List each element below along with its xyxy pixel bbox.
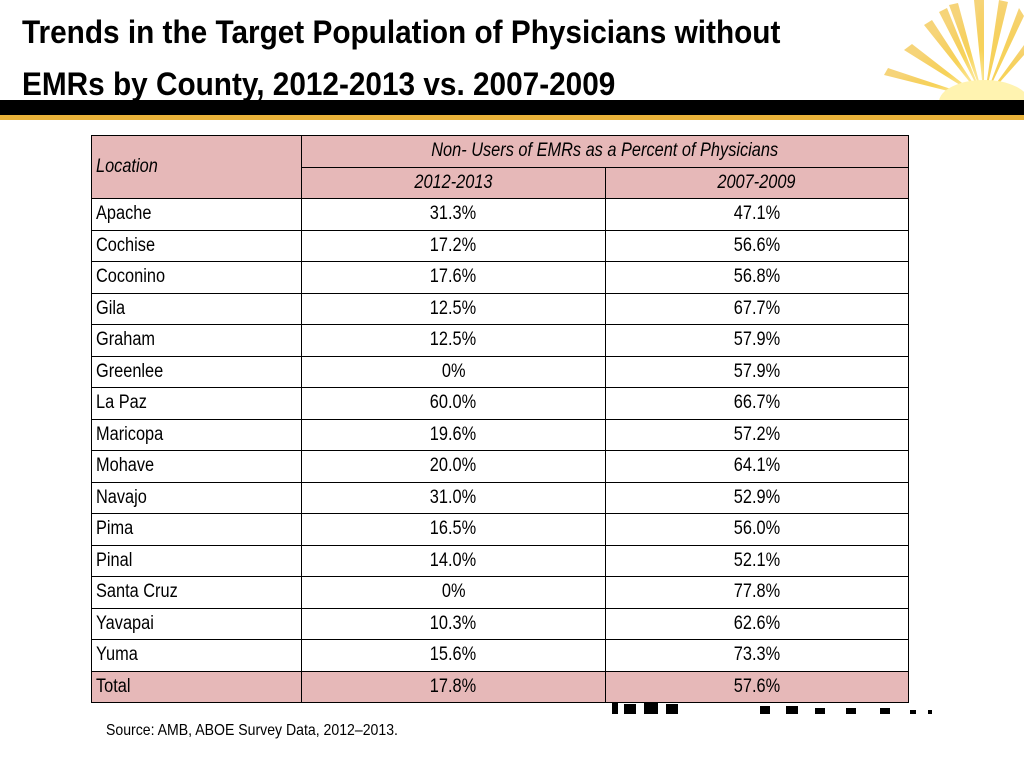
location-cell: La Paz — [91, 387, 302, 420]
value-2012-cell: 0% — [301, 355, 606, 388]
location-cell: Yuma — [91, 639, 302, 672]
title-divider — [0, 100, 1024, 115]
header-col-2007-2009: 2007-2009 — [604, 166, 909, 199]
table-row: Maricopa 19.6% 57.2% — [91, 418, 909, 451]
location-cell: Gila — [91, 292, 302, 325]
table-row: Greenlee 0% 57.9% — [91, 355, 909, 388]
location-cell: Apache — [91, 198, 302, 231]
title-line-1: Trends in the Target Population of Physi… — [22, 14, 781, 50]
page-title: Trends in the Target Population of Physi… — [22, 6, 906, 110]
value-2012-cell: 12.5% — [301, 292, 606, 325]
value-2007-cell: 57.9% — [604, 324, 909, 357]
value-2012-cell: 14.0% — [301, 544, 606, 577]
value-2007-cell: 52.1% — [604, 544, 909, 577]
header-group: Non- Users of EMRs as a Percent of Physi… — [301, 135, 909, 168]
value-2007-cell: 77.8% — [604, 576, 909, 609]
table-row: Coconino 17.6% 56.8% — [91, 261, 909, 294]
value-2007-cell: 57.6% — [604, 670, 909, 703]
table-row: Graham 12.5% 57.9% — [91, 324, 909, 357]
value-2012-cell: 17.6% — [301, 261, 606, 294]
value-2007-cell: 64.1% — [604, 450, 909, 483]
background-watermark — [610, 700, 940, 716]
value-2012-cell: 10.3% — [301, 607, 606, 640]
sunburst-icon — [864, 0, 1024, 100]
table-row: Yavapai 10.3% 62.6% — [91, 607, 909, 640]
table-row: Yuma 15.6% 73.3% — [91, 639, 909, 672]
table-row: Mohave 20.0% 64.1% — [91, 450, 909, 483]
value-2007-cell: 57.9% — [604, 355, 909, 388]
table-row: Pinal 14.0% 52.1% — [91, 544, 909, 577]
location-cell: Mohave — [91, 450, 302, 483]
value-2007-cell: 47.1% — [604, 198, 909, 231]
header-col-2012-2013: 2012-2013 — [301, 166, 606, 199]
value-2007-cell: 66.7% — [604, 387, 909, 420]
value-2012-cell: 12.5% — [301, 324, 606, 357]
location-cell: Graham — [91, 324, 302, 357]
table-row: Cochise 17.2% 56.6% — [91, 229, 909, 262]
value-2012-cell: 15.6% — [301, 639, 606, 672]
value-2012-cell: 17.8% — [301, 670, 606, 703]
value-2012-cell: 31.3% — [301, 198, 606, 231]
header-location: Location — [91, 135, 302, 199]
location-cell: Navajo — [91, 481, 302, 514]
table-row: Apache 31.3% 47.1% — [91, 198, 909, 231]
location-cell: Pinal — [91, 544, 302, 577]
value-2012-cell: 31.0% — [301, 481, 606, 514]
value-2012-cell: 17.2% — [301, 229, 606, 262]
value-2012-cell: 20.0% — [301, 450, 606, 483]
table-row: Pima 16.5% 56.0% — [91, 513, 909, 546]
location-cell: Total — [91, 670, 302, 703]
location-cell: Greenlee — [91, 355, 302, 388]
value-2007-cell: 67.7% — [604, 292, 909, 325]
value-2012-cell: 60.0% — [301, 387, 606, 420]
value-2012-cell: 19.6% — [301, 418, 606, 451]
location-cell: Maricopa — [91, 418, 302, 451]
title-accent-line — [0, 115, 1024, 120]
location-cell: Santa Cruz — [91, 576, 302, 609]
value-2007-cell: 62.6% — [604, 607, 909, 640]
table-row-total: Total 17.8% 57.6% — [91, 670, 909, 703]
table-row: Santa Cruz 0% 77.8% — [91, 576, 909, 609]
value-2007-cell: 52.9% — [604, 481, 909, 514]
location-cell: Cochise — [91, 229, 302, 262]
location-cell: Yavapai — [91, 607, 302, 640]
emr-trends-table: Location Non- Users of EMRs as a Percent… — [91, 135, 909, 703]
location-cell: Pima — [91, 513, 302, 546]
table-row: Navajo 31.0% 52.9% — [91, 481, 909, 514]
title-line-2: EMRs by County, 2012-2013 vs. 2007-2009 — [22, 66, 616, 102]
location-cell: Coconino — [91, 261, 302, 294]
value-2012-cell: 16.5% — [301, 513, 606, 546]
value-2007-cell: 56.0% — [604, 513, 909, 546]
value-2007-cell: 57.2% — [604, 418, 909, 451]
table-row: La Paz 60.0% 66.7% — [91, 387, 909, 420]
source-note: Source: AMB, ABOE Survey Data, 2012–2013… — [106, 722, 398, 739]
value-2007-cell: 56.6% — [604, 229, 909, 262]
value-2012-cell: 0% — [301, 576, 606, 609]
table-row: Gila 12.5% 67.7% — [91, 292, 909, 325]
value-2007-cell: 73.3% — [604, 639, 909, 672]
value-2007-cell: 56.8% — [604, 261, 909, 294]
